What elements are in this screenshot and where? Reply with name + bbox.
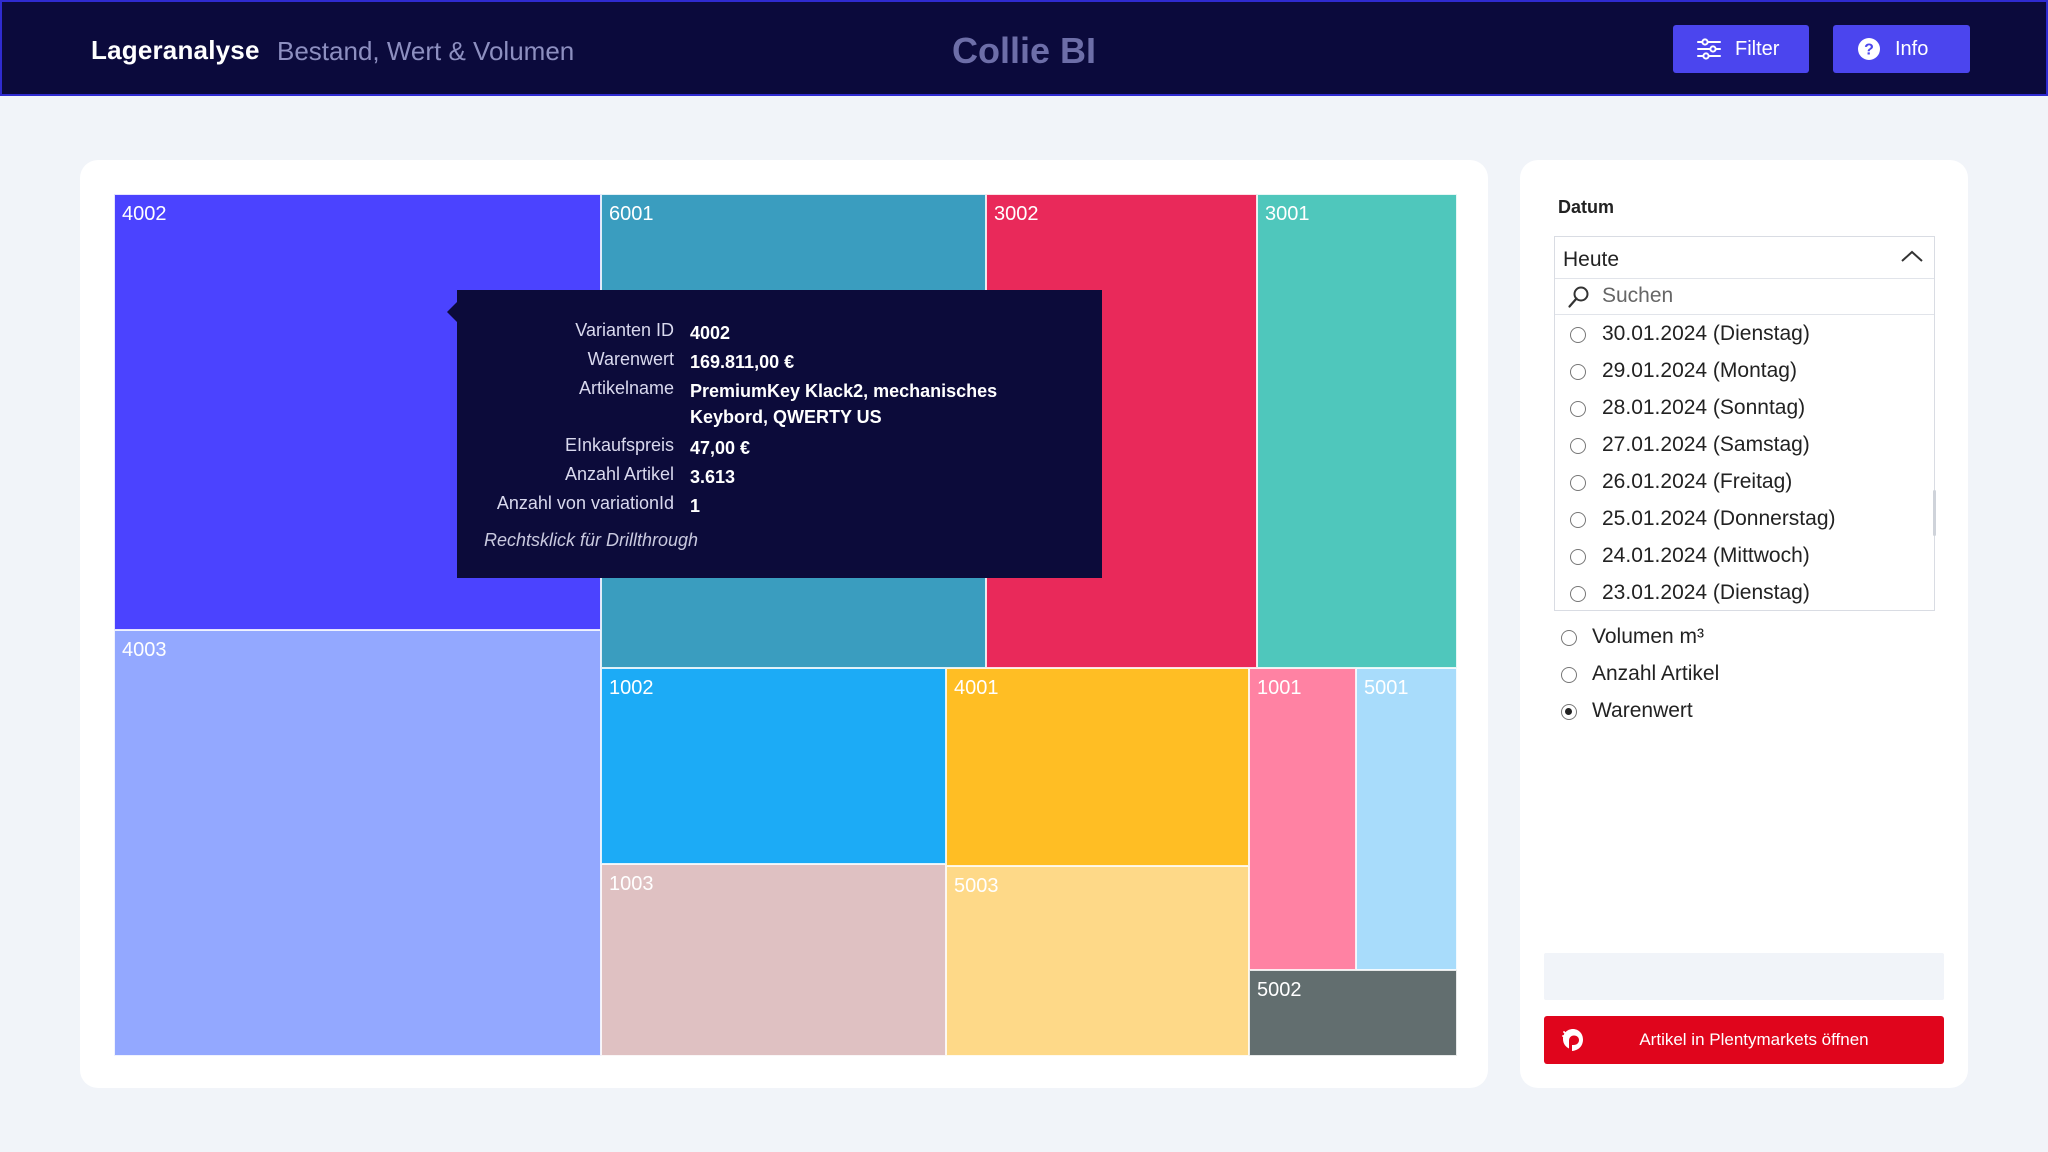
empty-field[interactable] (1544, 953, 1944, 1000)
radio-icon[interactable] (1561, 667, 1577, 683)
svg-text:?: ? (1864, 42, 1874, 59)
sliders-icon (1697, 38, 1721, 60)
date-option-label: 23.01.2024 (Dienstag) (1602, 581, 1810, 604)
treemap-cell-5001[interactable]: 5001 (1356, 668, 1457, 970)
date-options-list: 30.01.2024 (Dienstag) 29.01.2024 (Montag… (1555, 317, 1934, 609)
treemap-cell-3001[interactable]: 3001 (1257, 194, 1457, 668)
date-option[interactable]: 29.01.2024 (Montag) (1555, 354, 1934, 390)
tooltip-key: Anzahl Artikel (564, 464, 674, 484)
date-option[interactable]: 30.01.2024 (Dienstag) (1555, 317, 1934, 353)
radio-checked-icon[interactable] (1561, 704, 1577, 720)
radio-icon[interactable] (1570, 438, 1586, 454)
search-icon (1568, 286, 1589, 308)
tooltip-value: 3.613 (690, 467, 736, 487)
date-option[interactable]: 24.01.2024 (Mittwoch) (1555, 539, 1934, 575)
measure-option-volumen[interactable]: Volumen m³ (1558, 622, 1938, 654)
treemap-cell-label: 3001 (1265, 203, 1310, 225)
treemap-cell-label: 1002 (609, 677, 654, 699)
treemap-cell-label: 3002 (994, 203, 1039, 225)
measure-option-warenwert[interactable]: Warenwert (1558, 696, 1938, 728)
date-dropdown: Heute 30.01.2024 (Dienstag) 29.01.2024 (… (1554, 236, 1935, 611)
info-button-label: Info (1895, 37, 1929, 60)
radio-icon[interactable] (1570, 586, 1586, 602)
date-filter-label: Datum (1558, 197, 1615, 217)
treemap-cell-5003[interactable]: 5003 (946, 866, 1249, 1056)
info-button[interactable]: ? Info (1833, 25, 1970, 73)
date-option-label: 25.01.2024 (Donnerstag) (1602, 507, 1836, 530)
radio-icon[interactable] (1570, 327, 1586, 343)
date-option[interactable]: 23.01.2024 (Dienstag) (1555, 576, 1934, 609)
tooltip-key: EInkaufspreis (564, 435, 674, 455)
brand-logo-text: Collie BI (952, 30, 1097, 71)
tooltip-value: 1 (690, 496, 701, 516)
tooltip-value: 47,00 € (690, 438, 751, 458)
treemap-cell-label: 1003 (609, 873, 654, 895)
treemap-cell-5002[interactable]: 5002 (1249, 970, 1457, 1056)
tooltip-value: 4002 (690, 323, 731, 343)
treemap-cell-label: 4001 (954, 677, 999, 699)
date-option-label: 28.01.2024 (Sonntag) (1602, 396, 1806, 419)
treemap-cell-label: 4003 (122, 639, 167, 661)
radio-icon[interactable] (1570, 549, 1586, 565)
date-option[interactable]: 28.01.2024 (Sonntag) (1555, 391, 1934, 427)
tooltip-key: Varianten ID (575, 320, 674, 340)
measure-option-label: Warenwert (1592, 699, 1693, 722)
tooltip-value: 169.811,00 € (690, 352, 795, 372)
date-option-label: 26.01.2024 (Freitag) (1602, 470, 1793, 493)
radio-icon[interactable] (1561, 630, 1577, 646)
radio-icon[interactable] (1570, 401, 1586, 417)
treemap-cell-label: 5001 (1364, 677, 1409, 699)
treemap-tooltip: Varianten ID 4002 Warenwert 169.811,00 €… (447, 290, 1102, 578)
date-option-label: 30.01.2024 (Dienstag) (1602, 322, 1810, 345)
tooltip-key: Warenwert (587, 349, 674, 369)
app-header: Lageranalyse Bestand, Wert & Volumen Col… (0, 0, 2048, 96)
treemap-cell-4001[interactable]: 4001 (946, 668, 1249, 866)
radio-icon[interactable] (1570, 364, 1586, 380)
plentymarkets-button-label: Artikel in Plentymarkets öffnen (1639, 1030, 1869, 1049)
date-option-label: 27.01.2024 (Samstag) (1602, 433, 1810, 456)
date-dropdown-selected: Heute (1563, 248, 1620, 271)
treemap-cell-1003[interactable]: 1003 (601, 864, 946, 1056)
treemap-cell-label: 6001 (609, 203, 654, 225)
dropdown-scrollbar[interactable] (1933, 490, 1936, 536)
page-title: Lageranalyse (91, 35, 260, 65)
treemap-cell-label: 5002 (1257, 979, 1302, 1001)
date-search-input[interactable] (1602, 283, 1922, 309)
date-option[interactable]: 26.01.2024 (Freitag) (1555, 465, 1934, 501)
treemap-cell-1002[interactable]: 1002 (601, 668, 946, 864)
date-dropdown-header[interactable]: Heute (1555, 237, 1934, 279)
plentymarkets-logo-icon (1562, 1029, 1583, 1051)
date-option-label: 29.01.2024 (Montag) (1602, 359, 1797, 382)
filter-button-label: Filter (1735, 37, 1780, 60)
treemap-cell-label: 4002 (122, 203, 167, 225)
page-subtitle: Bestand, Wert & Volumen (277, 36, 575, 66)
measure-option-anzahl-artikel[interactable]: Anzahl Artikel (1558, 659, 1938, 691)
open-in-plentymarkets-button[interactable]: Artikel in Plentymarkets öffnen (1544, 1016, 1944, 1064)
treemap-cell-4003[interactable]: 4003 (114, 630, 601, 1056)
treemap-cell-label: 1001 (1257, 677, 1302, 699)
measure-option-label: Volumen m³ (1592, 625, 1705, 648)
chevron-up-icon[interactable] (1900, 247, 1924, 267)
tooltip-key: Anzahl von variationId (496, 493, 674, 513)
tooltip-key: Artikelname (578, 378, 674, 398)
date-option[interactable]: 25.01.2024 (Donnerstag) (1555, 502, 1934, 538)
treemap-cell-1001[interactable]: 1001 (1249, 668, 1356, 970)
date-option[interactable]: 27.01.2024 (Samstag) (1555, 428, 1934, 464)
measure-option-label: Anzahl Artikel (1592, 662, 1720, 685)
radio-icon[interactable] (1570, 512, 1586, 528)
radio-icon[interactable] (1570, 475, 1586, 491)
treemap-cell-label: 5003 (954, 875, 999, 897)
tooltip-footer: Rechtsklick für Drillthrough (484, 530, 699, 550)
date-option-label: 24.01.2024 (Mittwoch) (1602, 544, 1810, 567)
date-search (1555, 279, 1934, 315)
tooltip-value: PremiumKey Klack2, mechanisches Keybord,… (690, 381, 998, 427)
help-icon: ? (1858, 38, 1880, 60)
filter-button[interactable]: Filter (1673, 25, 1809, 73)
